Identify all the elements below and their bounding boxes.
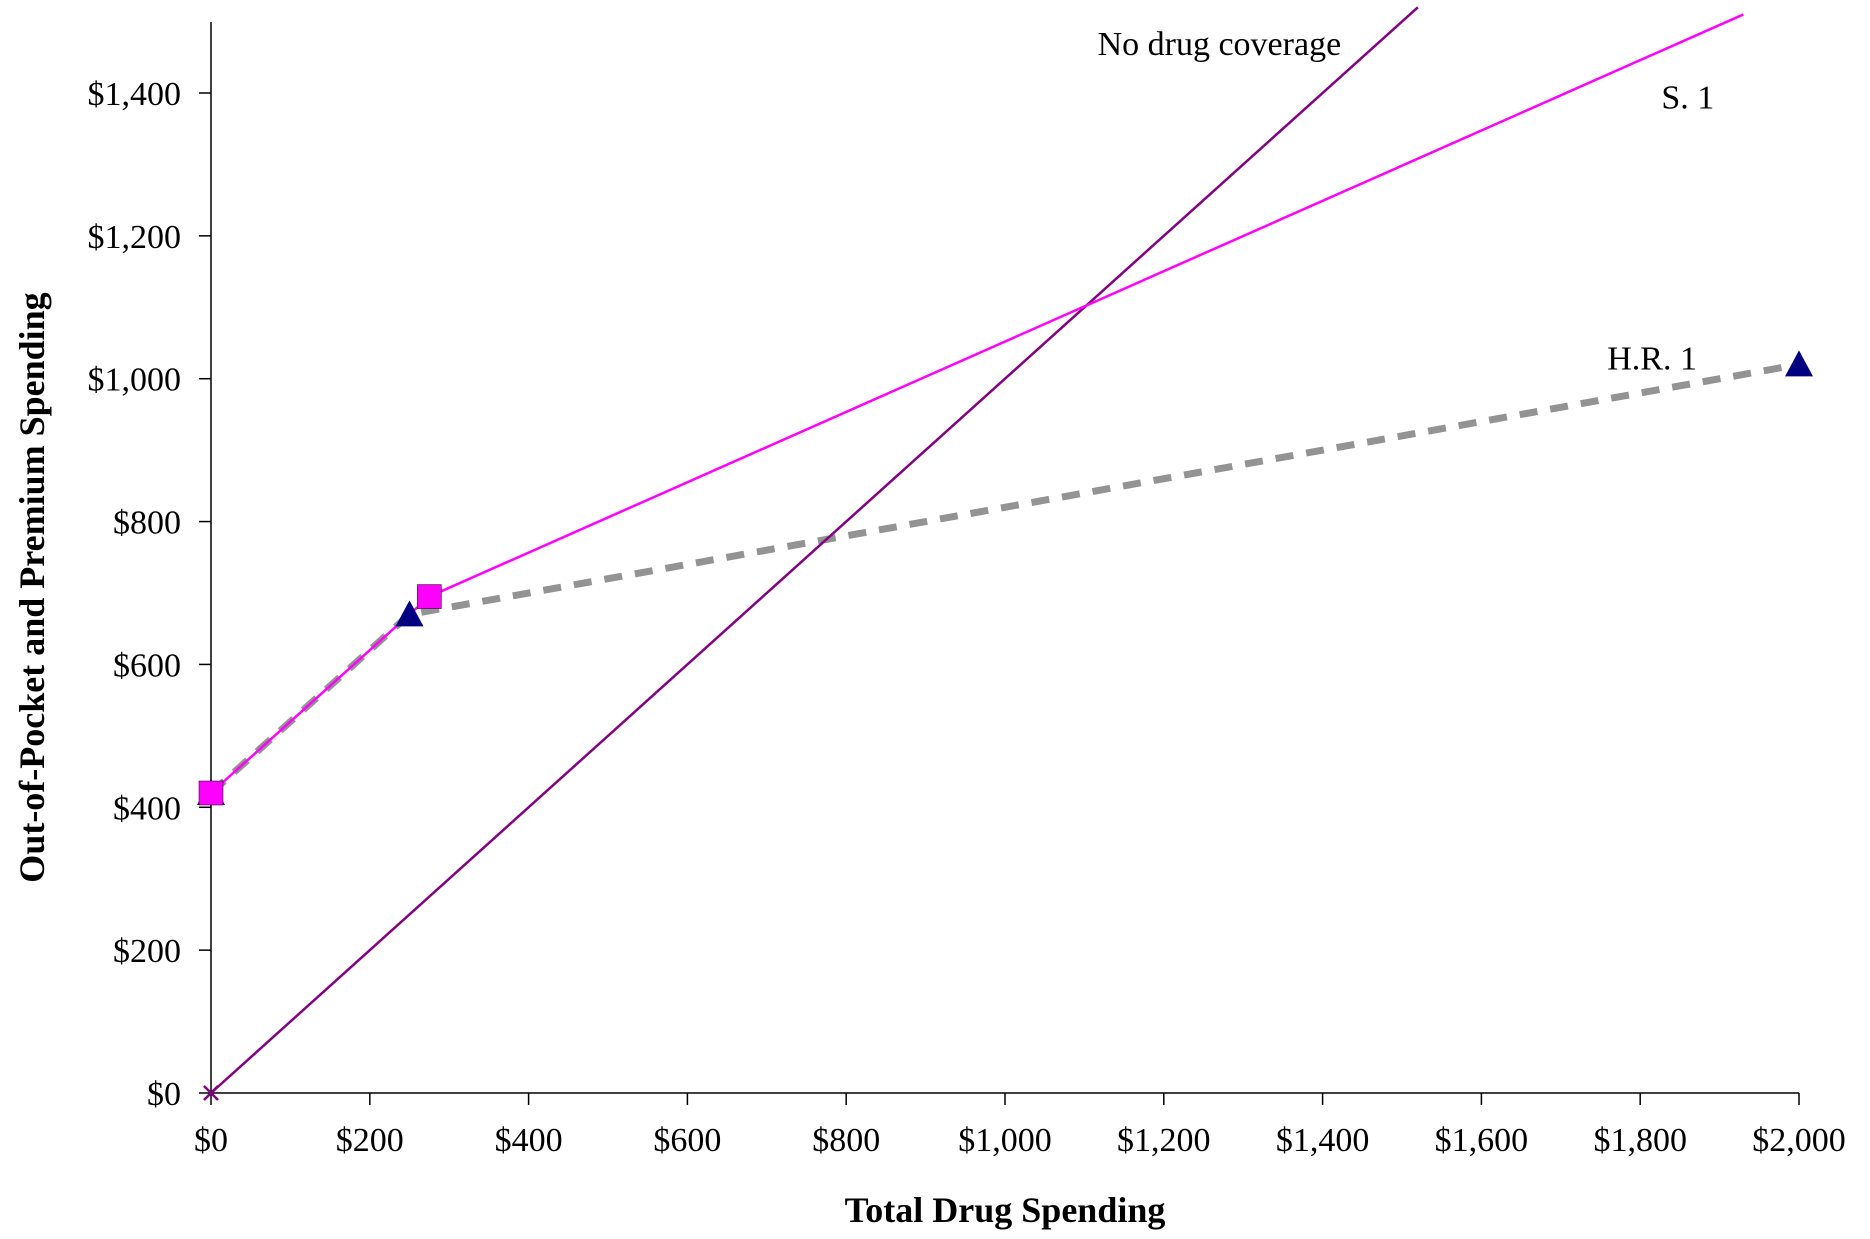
y-tick-label: $0 (147, 1076, 181, 1113)
y-tick-label: $400 (113, 790, 181, 827)
series-line-s-1 (210, 595, 431, 794)
x-tick-label: $600 (653, 1122, 721, 1159)
y-tick-label: $200 (113, 933, 181, 970)
series-line-h-r-1 (208, 360, 1800, 796)
y-axis-title: Out-of-Pocket and Premium Spending (12, 292, 52, 882)
x-tick-label: $0 (194, 1122, 228, 1159)
x-tick-label: $2,000 (1752, 1122, 1846, 1159)
marker-h-r-1 (395, 600, 424, 627)
y-tick-label: $1,400 (88, 76, 182, 113)
y-tick-label: $600 (113, 647, 181, 684)
ticks: $0 $200 $400 $600 $800 $1,000 $1,200 $1,400 $1,6… (88, 76, 1846, 1159)
x-tick-label: $1,200 (1117, 1122, 1211, 1159)
series-line-s-1-extension (428, 13, 1744, 598)
y-tick-label: $1,000 (88, 362, 182, 399)
marker-h-r-1 (1785, 350, 1813, 377)
x-axis-title: Total Drug Spending (845, 1190, 1166, 1230)
x-tick-label: $400 (495, 1122, 563, 1159)
marker-s-1 (417, 584, 442, 609)
annotations: No drug coverage S. 1 H.R. 1 (1098, 26, 1715, 377)
y-tick-label: $1,200 (88, 219, 182, 256)
x-tick-label: $800 (812, 1122, 880, 1159)
x-tick-label: $1,000 (958, 1122, 1052, 1159)
x-tick-label: $1,800 (1593, 1122, 1687, 1159)
annotation-h-r-1: H.R. 1 (1607, 340, 1697, 377)
marker-s-1 (198, 780, 224, 806)
marker-no-drug-coverage (203, 1085, 219, 1101)
x-tick-label: $1,600 (1435, 1122, 1529, 1159)
annotation-no-drug-coverage: No drug coverage (1098, 26, 1342, 63)
axes (210, 22, 1799, 1094)
x-tick-label: $200 (336, 1122, 404, 1159)
markers-layer (197, 350, 1813, 1101)
series-line-no-drug-coverage (210, 6, 1419, 1094)
x-tick-label: $1,400 (1276, 1122, 1370, 1159)
y-tick-label: $800 (113, 505, 181, 542)
annotation-s-1: S. 1 (1661, 80, 1714, 117)
series-layer (208, 6, 1800, 1094)
